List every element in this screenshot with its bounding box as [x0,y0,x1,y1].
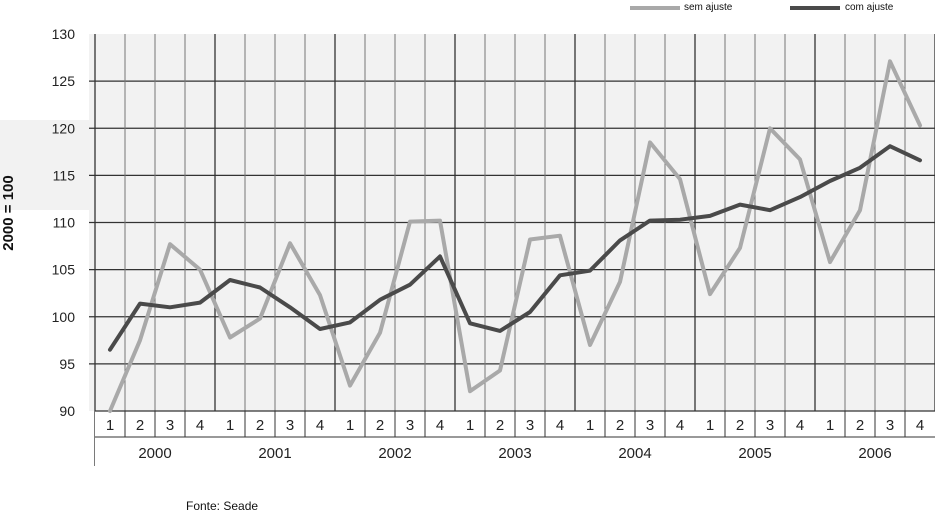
year-label: 2006 [858,445,891,462]
quarter-label: 2 [496,417,504,434]
y-tick-label: 100 [52,309,76,325]
y-tick-label: 120 [52,120,76,136]
series-line-com-ajuste [108,144,922,352]
quarter-label: 1 [586,417,594,434]
quarter-label: 2 [256,417,264,434]
source-note: Fonte: Seade [186,499,259,513]
legend-label: sem ajuste [684,2,733,13]
quarter-label: 3 [166,417,174,434]
quarter-label: 4 [796,417,804,434]
quarter-label: 2 [736,417,744,434]
y-tick-label: 115 [53,167,76,183]
quarter-label: 1 [706,417,714,434]
y-axis-ticks: 90 95 100 105 110 115 120 125 130 [52,26,76,419]
x-axis: 1 2 3 4 1 2 3 4 1 2 3 4 1 2 3 4 1 2 3 4 1 2 3 4 1 2 3 4 2000 2001 2002… [95,410,935,466]
quarter-label: 3 [526,417,534,434]
year-label: 2005 [738,445,771,462]
quarter-label: 4 [436,417,444,434]
legend-label: com ajuste [845,2,894,13]
y-tick-label: 110 [53,215,76,231]
year-label: 2000 [138,445,171,462]
year-label: 2004 [618,445,651,462]
series-lines [108,59,922,413]
quarter-label: 3 [406,417,414,434]
quarter-label: 4 [676,417,684,434]
quarter-label: 1 [106,417,114,434]
quarter-label: 1 [466,417,474,434]
year-label: 2001 [258,445,291,462]
quarter-label: 2 [616,417,624,434]
quarter-label: 4 [556,417,564,434]
quarter-label: 1 [826,417,834,434]
quarter-label: 1 [226,417,234,434]
quarter-label: 2 [136,417,144,434]
quarter-label: 3 [646,417,654,434]
series-line-sem-ajuste [108,59,922,413]
year-label: 2002 [378,445,411,462]
quarter-label: 4 [916,417,924,434]
quarter-label: 3 [886,417,894,434]
y-tick-label: 105 [52,262,76,278]
legend: sem ajuste com ajuste [630,2,894,13]
quarter-label: 4 [196,417,204,434]
left-scan-shade [0,120,100,210]
quarter-label: 1 [346,417,354,434]
quarter-label: 4 [316,417,324,434]
quarter-label: 2 [856,417,864,434]
y-tick-label: 130 [52,26,76,42]
quarter-label: 2 [376,417,384,434]
grid-lines [89,34,935,466]
y-tick-label: 125 [52,73,76,89]
y-axis-label: 2000 = 100 [0,175,17,251]
quarter-label: 3 [286,417,294,434]
year-label: 2003 [498,445,531,462]
y-tick-label: 95 [59,356,75,372]
y-tick-label: 90 [59,403,75,419]
quarter-label: 3 [766,417,774,434]
